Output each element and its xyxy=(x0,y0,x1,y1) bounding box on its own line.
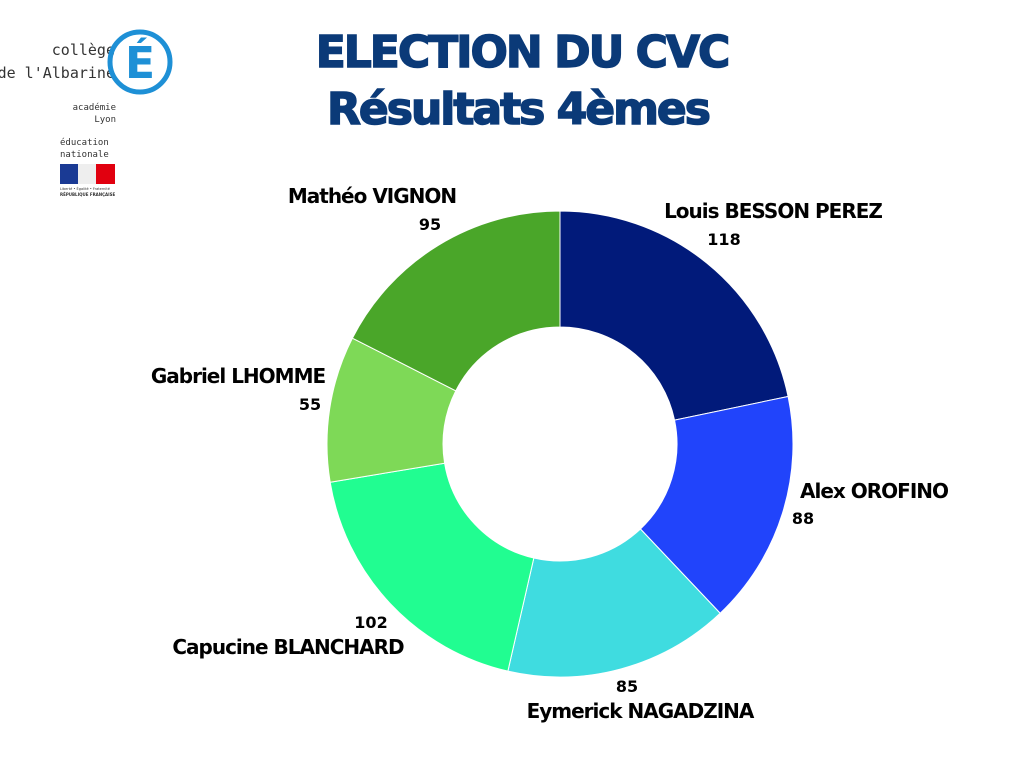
slice-label: Louis BESSON PEREZ xyxy=(664,199,882,223)
value-label: 102 xyxy=(354,613,387,632)
logo-text: éducation xyxy=(60,137,109,148)
chart-subtitle: Résultats 4èmes xyxy=(327,84,710,135)
chart-title: ELECTION DU CVC xyxy=(316,27,729,78)
slice-label: Eymerick NAGADZINA xyxy=(527,699,755,723)
logo-motto: Liberté • Égalité • Fraternité xyxy=(60,186,110,191)
flag-red xyxy=(96,164,115,184)
logo-letter: É xyxy=(125,36,155,89)
logo: collège de l'Albarine É académie Lyon éd… xyxy=(0,29,173,197)
donut-slice xyxy=(559,210,789,421)
flag-blue xyxy=(60,164,78,184)
logo-text: Lyon xyxy=(94,115,116,125)
donut-slice xyxy=(507,528,721,678)
donut-slice xyxy=(639,395,794,614)
logo-text: nationale xyxy=(60,150,109,160)
slice-label: Capucine BLANCHARD xyxy=(172,635,404,659)
logo-text: académie xyxy=(73,102,116,113)
slice-label: Alex OROFINO xyxy=(800,479,948,503)
logo-republic: RÉPUBLIQUE FRANÇAISE xyxy=(60,192,116,197)
value-label: 55 xyxy=(299,395,321,414)
value-label: 88 xyxy=(792,509,814,528)
slice-label: Mathéo VIGNON xyxy=(288,184,456,208)
value-label: 118 xyxy=(707,230,740,249)
logo-text: de l'Albarine xyxy=(0,64,115,82)
donut-slice xyxy=(351,210,561,392)
logo-ring xyxy=(107,29,173,95)
donut-slice xyxy=(329,462,535,672)
value-label: 85 xyxy=(616,677,638,696)
value-label: 95 xyxy=(419,215,441,234)
logo-text: collège xyxy=(52,41,115,59)
slice-label: Gabriel LHOMME xyxy=(151,364,326,388)
flag-white xyxy=(78,164,96,184)
